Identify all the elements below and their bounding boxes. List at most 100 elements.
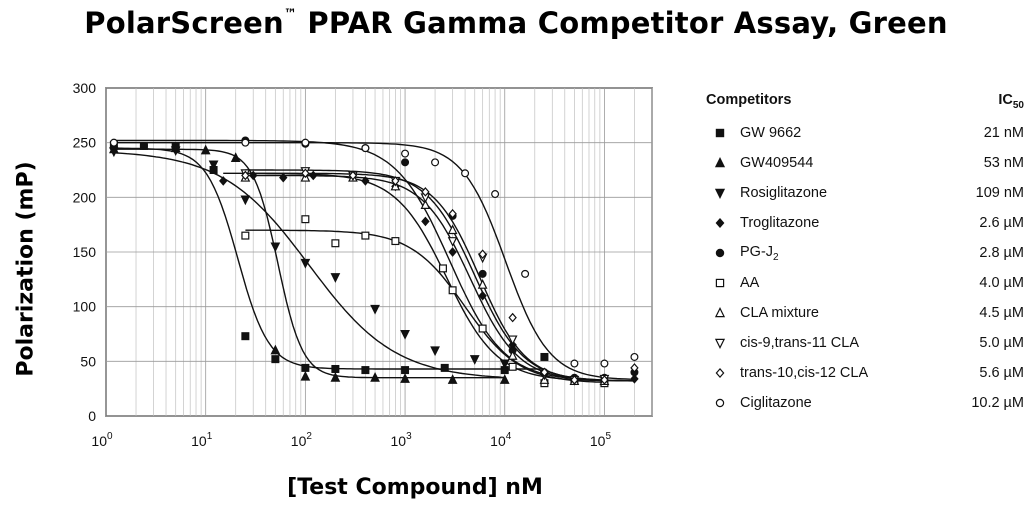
trademark-symbol: ™ [283, 7, 298, 22]
legend-item-ic50: 10.2 µM [971, 395, 1024, 411]
legend-item: trans-10,cis-12 CLA 5.6 µM [706, 358, 1024, 388]
data-point [208, 160, 219, 171]
data-point [715, 217, 725, 229]
data-point [200, 144, 211, 155]
y-tick-label: 200 [73, 189, 97, 205]
legend-item: GW 9662 21 nM [706, 118, 1024, 148]
x-tick-label: 101 [191, 431, 213, 449]
fit-curve [113, 147, 545, 370]
legend-item-ic50: 2.8 µM [979, 245, 1024, 261]
data-point [219, 176, 228, 186]
data-point [301, 168, 310, 179]
data-point [507, 350, 518, 360]
legend-item-ic50: 5.6 µM [979, 365, 1024, 381]
x-tick-label: 100 [91, 431, 113, 449]
data-point [271, 355, 280, 364]
legend-item-ic50: 4.5 µM [979, 305, 1024, 321]
data-point [508, 312, 517, 323]
legend-marker-icon [715, 128, 725, 138]
y-tick-label: 150 [73, 244, 97, 260]
data-point [714, 307, 726, 318]
data-point [448, 247, 457, 257]
data-point [270, 242, 281, 253]
data-point [391, 176, 400, 186]
data-point [361, 231, 370, 240]
legend-item-name: GW409544 [740, 155, 814, 171]
chart-title: PolarScreen™ PPAR Gamma Competitor Assay… [0, 6, 1032, 40]
legend-item-ic50: 53 nM [983, 155, 1024, 171]
data-point [300, 258, 311, 269]
legend: Competitors IC50 GW 9662 21 nM GW409544 53 … [706, 92, 1024, 418]
data-point [401, 149, 410, 158]
data-point [714, 188, 726, 199]
data-point [420, 199, 431, 209]
legend-item-name: AA [740, 275, 760, 291]
legend-item: GW409544 53 nM [706, 148, 1024, 178]
data-point [478, 269, 487, 278]
legend-item-name: CLA mixture [740, 305, 819, 321]
data-point [241, 138, 250, 147]
data-point [521, 269, 530, 278]
data-point [448, 286, 457, 295]
data-point [331, 239, 340, 248]
legend-item: PG-J2 2.8 µM [706, 238, 1024, 268]
data-point [570, 359, 579, 368]
legend-marker-icon [714, 338, 726, 349]
legend-item: AA 4.0 µM [706, 268, 1024, 298]
data-point [430, 346, 440, 357]
data-point [715, 248, 725, 258]
data-point [109, 138, 118, 147]
legend-item-name: cis-9,trans-11 CLA [740, 335, 859, 351]
legend-header: Competitors IC50 [706, 92, 1024, 118]
data-point [300, 370, 311, 381]
data-point [440, 363, 449, 372]
data-point [370, 304, 380, 315]
data-point [714, 157, 726, 168]
data-point [461, 169, 470, 178]
data-point [600, 359, 609, 368]
data-point [348, 170, 358, 181]
x-tick-label: 105 [590, 431, 612, 449]
data-point [331, 364, 340, 373]
legend-marker-icon [714, 188, 726, 199]
fit-curve [113, 142, 635, 380]
data-point [630, 363, 639, 373]
legend-item: Ciglitazone 10.2 µM [706, 388, 1024, 418]
y-tick-label: 50 [80, 353, 96, 369]
data-point [491, 190, 500, 199]
legend-item-ic50: 21 nM [983, 125, 1024, 141]
data-point [715, 398, 725, 408]
data-point [630, 352, 639, 361]
legend-item-name: Rosiglitazone [740, 185, 828, 201]
data-point [240, 195, 251, 206]
data-point [170, 146, 181, 157]
fit-curve [245, 172, 635, 382]
y-axis-label: Polarization (mP) [13, 161, 39, 377]
legend-item: Troglitazone 2.6 µM [706, 208, 1024, 238]
data-point [241, 231, 250, 240]
legend-item-ic50: 5.0 µM [979, 335, 1024, 351]
legend-marker-icon [715, 217, 725, 229]
data-point [309, 170, 318, 181]
legend-header-ic: IC [998, 92, 1013, 108]
legend-rows: GW 9662 21 nM GW409544 53 nM Rosiglitazone 10… [706, 118, 1024, 418]
data-point [447, 224, 458, 235]
data-point [301, 363, 310, 372]
y-tick-label: 100 [73, 299, 97, 315]
data-point [400, 373, 410, 383]
data-point [301, 138, 310, 147]
data-point [330, 273, 341, 283]
data-point [499, 359, 510, 370]
data-point [361, 366, 370, 375]
data-point [540, 352, 549, 361]
data-point [249, 170, 258, 181]
legend-item: CLA mixture 4.5 µM [706, 298, 1024, 328]
data-point [370, 371, 380, 382]
legend-item: cis-9,trans-11 CLA 5.0 µM [706, 328, 1024, 358]
x-tick-label: 102 [291, 431, 313, 449]
legend-marker-icon [715, 278, 725, 288]
data-point [478, 324, 487, 333]
legend-marker-icon [715, 248, 725, 258]
legend-item-name: Troglitazone [740, 215, 820, 231]
